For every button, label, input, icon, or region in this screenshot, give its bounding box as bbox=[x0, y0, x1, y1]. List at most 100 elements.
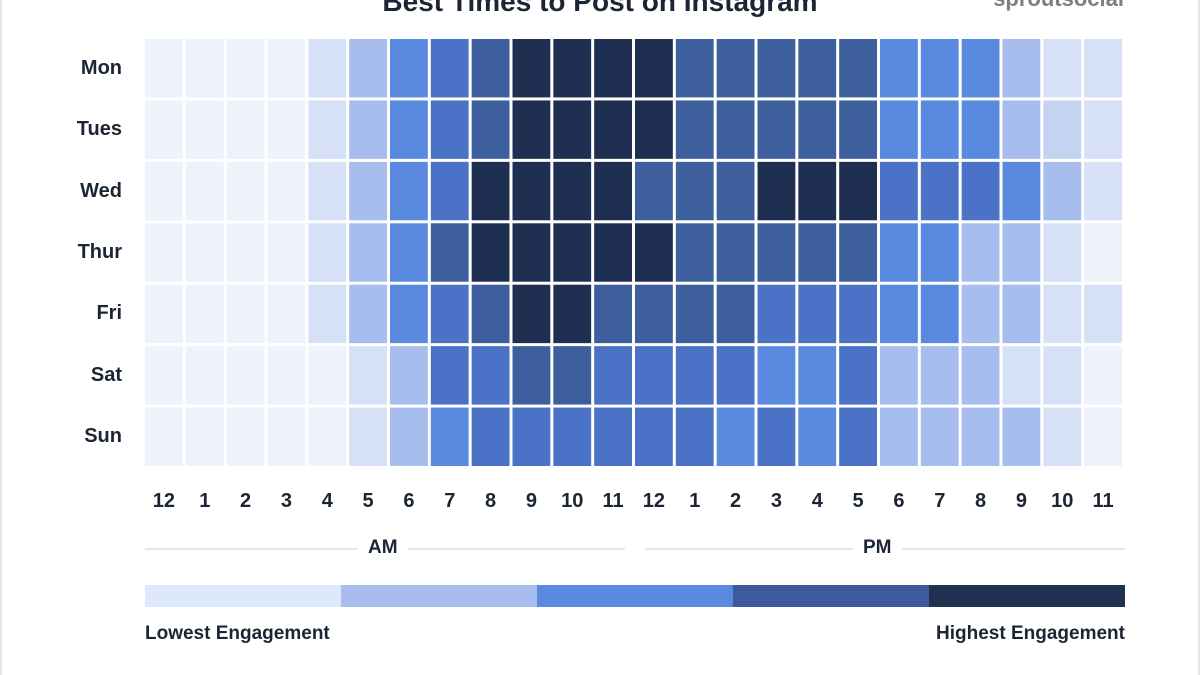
heatmap-cell-sun-5 bbox=[349, 407, 387, 466]
row-label-sat: Sat bbox=[90, 363, 122, 386]
heatmap-cell-wed-22 bbox=[1043, 161, 1082, 221]
heatmap-cell-sun-22 bbox=[1043, 407, 1082, 466]
heatmap-cell-mon-14 bbox=[716, 39, 755, 98]
heatmap-cell-wed-23 bbox=[1084, 161, 1122, 221]
heatmap-cell-wed-15 bbox=[757, 161, 796, 221]
heatmap-cell-thur-13 bbox=[675, 223, 714, 282]
heatmap-cell-wed-2 bbox=[226, 161, 265, 221]
hour-label-2: 2 bbox=[240, 490, 252, 512]
heatmap-cell-thur-20 bbox=[961, 223, 1000, 282]
hour-label-8: 8 bbox=[485, 490, 497, 512]
heatmap-cell-mon-3 bbox=[267, 39, 306, 98]
heatmap-cell-mon-21 bbox=[1002, 39, 1041, 98]
heatmap-cell-tues-2 bbox=[226, 100, 265, 159]
heatmap-cell-mon-8 bbox=[471, 39, 510, 98]
hour-label-6: 6 bbox=[403, 490, 415, 512]
heatmap-cell-thur-3 bbox=[267, 223, 306, 282]
hour-label-20: 8 bbox=[975, 490, 987, 512]
heatmap-cell-thur-6 bbox=[390, 223, 428, 282]
row-label-mon: Mon bbox=[80, 56, 122, 79]
hour-label-10: 10 bbox=[561, 490, 584, 512]
heatmap-cell-thur-16 bbox=[798, 223, 837, 282]
heatmap-cell-sun-1 bbox=[185, 407, 224, 466]
heatmap-cell-sat-5 bbox=[349, 346, 387, 405]
row-label-wed: Wed bbox=[80, 179, 122, 202]
heatmap-cell-fri-13 bbox=[675, 284, 714, 344]
heatmap-cell-fri-16 bbox=[798, 284, 837, 344]
row-label-tues: Tues bbox=[76, 118, 122, 141]
hour-label-7: 7 bbox=[444, 490, 456, 512]
heatmap-cell-sat-18 bbox=[880, 346, 918, 405]
heatmap-cell-wed-21 bbox=[1002, 161, 1041, 221]
heatmap-cell-tues-12 bbox=[635, 100, 673, 159]
heatmap-cell-mon-2 bbox=[226, 39, 265, 98]
pm-label: PM bbox=[853, 537, 902, 559]
hour-label-17: 5 bbox=[852, 490, 864, 512]
hour-label-23: 11 bbox=[1092, 490, 1114, 512]
hour-label-15: 3 bbox=[770, 490, 782, 512]
heatmap-cell-sat-8 bbox=[471, 346, 510, 405]
heatmap-cell-wed-1 bbox=[185, 161, 224, 221]
heatmap-cell-fri-5 bbox=[349, 284, 387, 344]
heatmap-cell-wed-13 bbox=[675, 161, 714, 221]
heatmap-cell-mon-6 bbox=[390, 39, 428, 98]
heatmap-cell-sun-7 bbox=[430, 407, 469, 466]
heatmap-cell-sun-16 bbox=[798, 407, 837, 466]
heatmap-cell-thur-21 bbox=[1002, 223, 1041, 282]
heatmap-cell-thur-9 bbox=[512, 223, 551, 282]
hour-label-22: 10 bbox=[1051, 490, 1074, 512]
heatmap-cell-sat-21 bbox=[1002, 346, 1041, 405]
heatmap-cell-mon-12 bbox=[635, 39, 673, 98]
row-label-sun: Sun bbox=[84, 425, 122, 448]
heatmap-cell-tues-22 bbox=[1043, 100, 1082, 159]
heatmap-cell-tues-19 bbox=[920, 100, 959, 159]
heatmap-cell-thur-19 bbox=[920, 223, 959, 282]
heatmap-cell-mon-10 bbox=[553, 39, 592, 98]
heatmap-cell-sat-11 bbox=[594, 346, 632, 405]
hour-label-18: 6 bbox=[893, 490, 905, 512]
heatmap-cell-tues-8 bbox=[471, 100, 510, 159]
heatmap-cell-tues-4 bbox=[308, 100, 347, 159]
heatmap-cell-thur-5 bbox=[349, 223, 387, 282]
heatmap-cell-wed-12 bbox=[635, 161, 673, 221]
heatmap-cell-sun-10 bbox=[553, 407, 592, 466]
heatmap-cell-tues-15 bbox=[757, 100, 796, 159]
heatmap-cell-tues-5 bbox=[349, 100, 387, 159]
heatmap-cell-thur-10 bbox=[553, 223, 592, 282]
heatmap-cell-sun-8 bbox=[471, 407, 510, 466]
heatmap-cell-mon-19 bbox=[920, 39, 959, 98]
heatmap-cell-sun-20 bbox=[961, 407, 1000, 466]
heatmap-cell-wed-10 bbox=[553, 161, 592, 221]
heatmap-cell-sat-13 bbox=[675, 346, 714, 405]
heatmap-cell-sat-22 bbox=[1043, 346, 1082, 405]
heatmap-cell-sat-20 bbox=[961, 346, 1000, 405]
heatmap-cell-fri-14 bbox=[716, 284, 755, 344]
heatmap-cell-tues-7 bbox=[430, 100, 469, 159]
heatmap-cell-mon-23 bbox=[1084, 39, 1122, 98]
heatmap-cell-wed-19 bbox=[920, 161, 959, 221]
heatmap-cell-sat-14 bbox=[716, 346, 755, 405]
heatmap-cell-sat-9 bbox=[512, 346, 551, 405]
heatmap-cell-thur-11 bbox=[594, 223, 632, 282]
heatmap-cell-wed-5 bbox=[349, 161, 387, 221]
heatmap-cell-fri-10 bbox=[553, 284, 592, 344]
heatmap-cell-mon-0 bbox=[145, 39, 183, 98]
heatmap-cell-fri-3 bbox=[267, 284, 306, 344]
heatmap-cell-sun-13 bbox=[675, 407, 714, 466]
heatmap-cell-sun-15 bbox=[757, 407, 796, 466]
hour-label-4: 4 bbox=[321, 490, 333, 512]
heatmap-cell-mon-13 bbox=[675, 39, 714, 98]
heatmap-cell-thur-15 bbox=[757, 223, 796, 282]
heatmap-cell-wed-8 bbox=[471, 161, 510, 221]
heatmap-cell-fri-19 bbox=[920, 284, 959, 344]
heatmap-cell-thur-4 bbox=[308, 223, 347, 282]
heatmap-cell-fri-7 bbox=[430, 284, 469, 344]
heatmap-cell-wed-16 bbox=[798, 161, 837, 221]
heatmap-cell-fri-8 bbox=[471, 284, 510, 344]
brand-logo: sproutsocial bbox=[993, 0, 1124, 12]
legend-segment-2 bbox=[537, 585, 733, 607]
legend-segment-0 bbox=[145, 585, 341, 607]
heatmap-cell-fri-4 bbox=[308, 284, 347, 344]
heatmap-cell-sun-0 bbox=[145, 407, 183, 466]
